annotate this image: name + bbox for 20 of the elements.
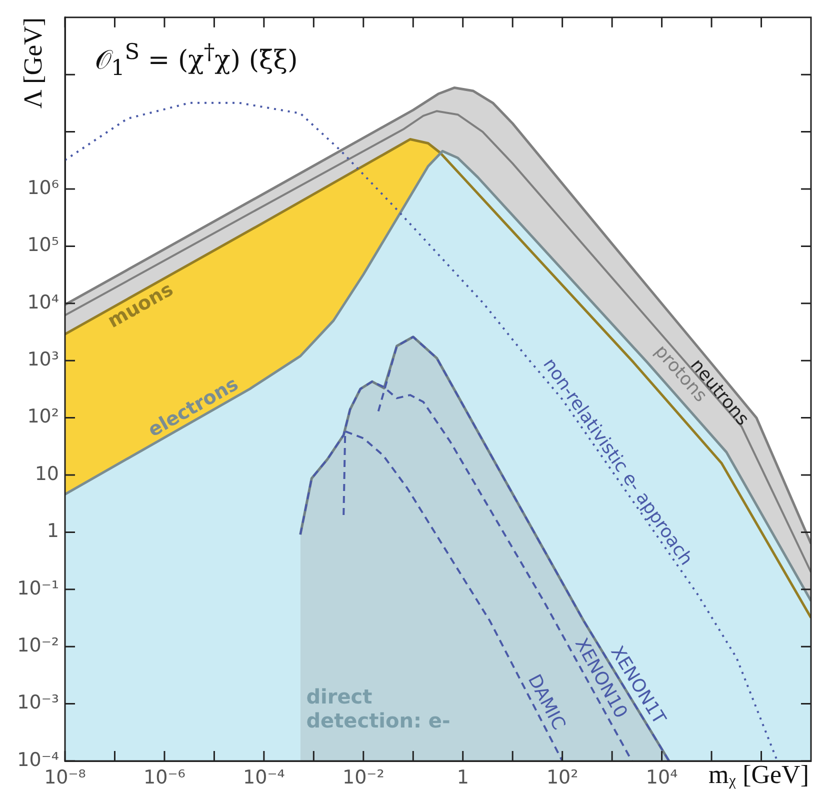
- y-tick-label: 1: [46, 520, 59, 542]
- y-tick-label: 10⁴: [27, 291, 60, 314]
- y-axis-title: Λ [GeV]: [18, 17, 49, 109]
- x-axis-title: mᵪ [GeV]: [708, 760, 809, 790]
- y-tick-label: 10⁻²: [17, 634, 59, 657]
- series-label: direct detection: e-: [306, 684, 450, 732]
- y-tick-label: 10: [34, 462, 59, 485]
- text: 𝒪$_{1}$$^{S}$ = (χ$^{†}$χ) (ξ̄ξ): [95, 40, 298, 81]
- x-tick-label: 10⁴: [646, 766, 678, 788]
- y-tick-label: 10⁻³: [17, 692, 59, 714]
- y-tick-label: 10²: [27, 406, 59, 428]
- x-tick-label: 1: [456, 766, 469, 788]
- y-tick-label: 10⁵: [27, 234, 59, 256]
- y-tick-label: 10⁶: [27, 176, 59, 199]
- y-tick-label: 10⁻¹: [17, 577, 59, 600]
- x-tick-label: 10⁻⁴: [243, 766, 286, 788]
- x-tick-label: 10⁻⁶: [144, 766, 186, 788]
- x-tick-label: 10²: [546, 766, 578, 788]
- x-tick-label: 10⁻²: [342, 766, 384, 788]
- y-tick-label: 10³: [27, 348, 59, 371]
